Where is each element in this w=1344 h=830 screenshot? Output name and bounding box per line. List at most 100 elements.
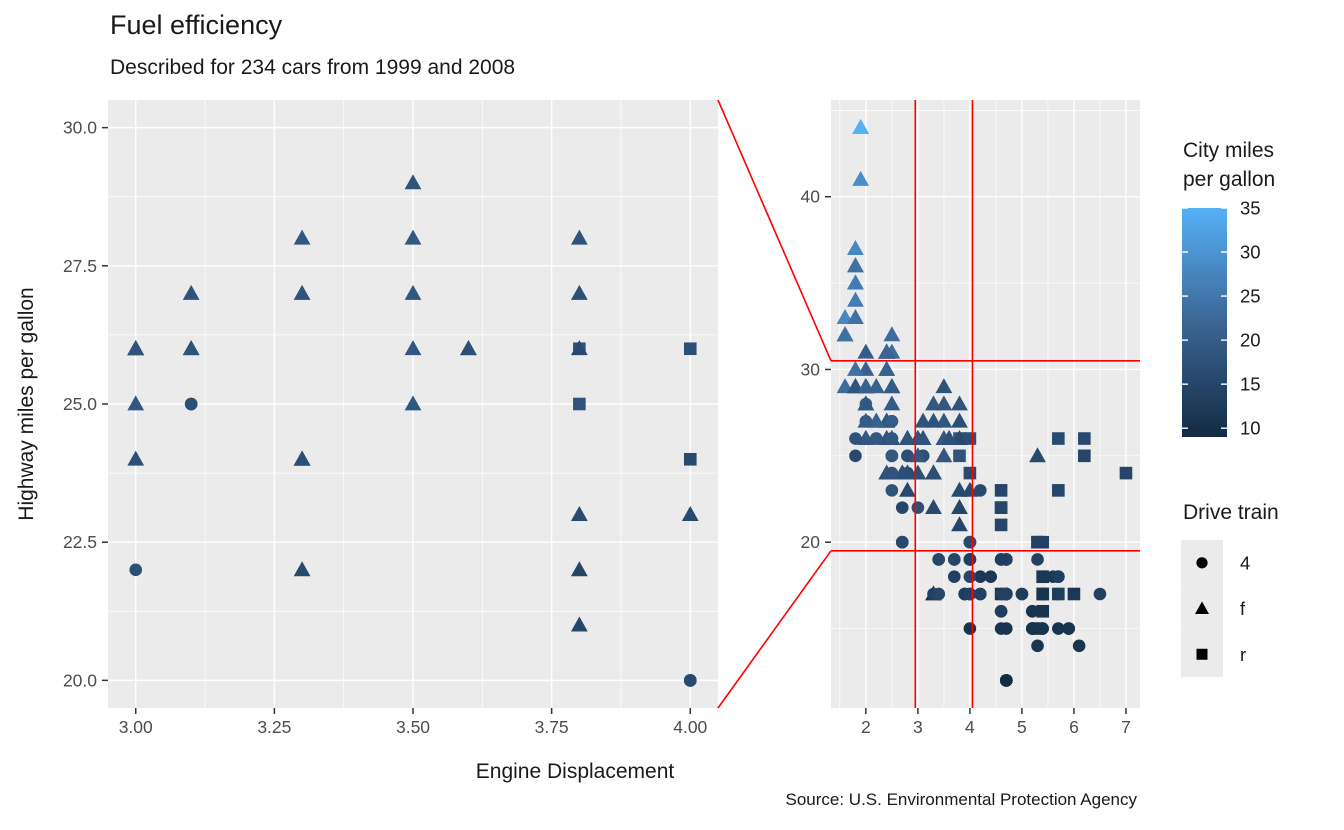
data-point [1000, 587, 1013, 601]
data-point [901, 449, 914, 463]
data-point [127, 450, 145, 466]
overview-x-tick-label: 7 [1121, 717, 1131, 737]
data-point [293, 284, 311, 300]
data-point [1052, 622, 1065, 635]
data-point [935, 447, 953, 463]
data-point [883, 326, 901, 342]
data-point [570, 561, 588, 577]
data-point [947, 570, 961, 584]
data-point [1000, 674, 1013, 687]
data-point [885, 432, 899, 445]
overview-axis-ticks: 2 3 4 5 6 7 40 30 20 [801, 187, 1131, 737]
data-point [899, 429, 916, 445]
data-point [127, 395, 145, 411]
data-point [963, 553, 977, 566]
data-point [847, 360, 864, 376]
data-point [963, 466, 977, 480]
data-point [857, 395, 875, 411]
zoom-y-tick-label: 30.0 [63, 118, 97, 138]
data-point [1036, 535, 1050, 549]
data-point [878, 343, 896, 359]
color-legend-tick-label: 10 [1240, 418, 1261, 439]
data-point [899, 464, 916, 480]
shape-legend-label: r [1240, 644, 1246, 665]
data-point [899, 481, 916, 497]
data-point [847, 291, 864, 307]
data-point [404, 340, 422, 356]
zoom-y-tick-label: 20.0 [63, 670, 97, 690]
square-legend-glyph [1196, 648, 1208, 660]
chart-subtitle: Described for 234 cars from 1999 and 200… [110, 56, 516, 79]
zoom-panel: 3.00 3.25 3.50 3.75 4.00 30.0 27.5 25.0 22.5 20.0 [63, 100, 718, 737]
data-point [293, 561, 311, 577]
data-point [404, 284, 422, 300]
zoom-x-tick-label: 3.75 [535, 717, 569, 737]
zoom-x-tick-label: 3.25 [257, 717, 291, 737]
shape-legend-label: f [1240, 598, 1246, 619]
data-point [1036, 622, 1050, 635]
data-point [994, 501, 1008, 514]
overview-x-tick-label: 3 [913, 717, 923, 737]
data-point [963, 622, 977, 635]
data-point [867, 412, 885, 428]
data-point [1093, 587, 1107, 601]
data-point [570, 616, 588, 632]
data-point [293, 229, 311, 245]
data-point [1052, 587, 1065, 601]
data-point [963, 570, 977, 584]
data-point [1031, 553, 1044, 566]
data-point [852, 170, 870, 186]
zoom-x-tick-label: 4.00 [673, 717, 707, 737]
overview-x-tick-label: 6 [1069, 717, 1079, 737]
data-point [404, 395, 422, 411]
data-point [847, 257, 864, 273]
shape-legend-label: 4 [1240, 552, 1250, 573]
data-point [570, 229, 588, 245]
data-point [1031, 639, 1044, 653]
data-point [404, 174, 422, 190]
color-legend-title-line1: City miles [1183, 139, 1275, 162]
data-point [1036, 587, 1050, 601]
data-point [1067, 587, 1081, 601]
data-point [847, 309, 864, 325]
data-point [961, 481, 979, 497]
overview-x-tick-label: 5 [1017, 717, 1027, 737]
data-point [951, 499, 968, 515]
data-point [925, 464, 942, 480]
zoom-axis-ticks: 3.00 3.25 3.50 3.75 4.00 30.0 27.5 25.0 22.5 20.0 [63, 118, 708, 737]
data-point [935, 378, 953, 394]
data-point [963, 535, 977, 549]
data-point [883, 378, 901, 394]
zoom-connector-bottom-line [717, 550, 832, 709]
data-point [994, 518, 1008, 532]
data-point [570, 340, 588, 356]
overview-y-tick-label: 30 [801, 359, 821, 379]
data-point [184, 397, 198, 411]
data-point [984, 570, 998, 584]
overview-y-tick-label: 40 [801, 187, 821, 207]
zoom-x-tick-label: 3.50 [396, 717, 430, 737]
overview-x-tick-label: 2 [861, 717, 871, 737]
color-legend: 35 30 25 20 15 10 [1182, 198, 1261, 439]
data-point [1052, 432, 1065, 445]
data-point [129, 563, 143, 577]
zoom-y-tick-label: 22.5 [63, 532, 97, 552]
color-legend-tick-label: 20 [1240, 330, 1261, 351]
data-point [951, 412, 968, 428]
data-point [994, 553, 1008, 566]
data-point [683, 674, 697, 687]
shape-legend-title: Drive train [1183, 501, 1279, 524]
data-point [1000, 622, 1013, 635]
data-point [963, 587, 977, 601]
data-point [1026, 604, 1039, 618]
data-point [1026, 622, 1039, 635]
data-point [460, 340, 477, 356]
overview-x-tick-label: 4 [965, 717, 975, 737]
data-point [932, 553, 945, 566]
color-legend-title: City miles per gallon [1183, 136, 1275, 194]
data-point [404, 229, 422, 245]
data-point [1062, 622, 1076, 635]
data-point [1015, 587, 1029, 601]
data-point [895, 501, 909, 514]
